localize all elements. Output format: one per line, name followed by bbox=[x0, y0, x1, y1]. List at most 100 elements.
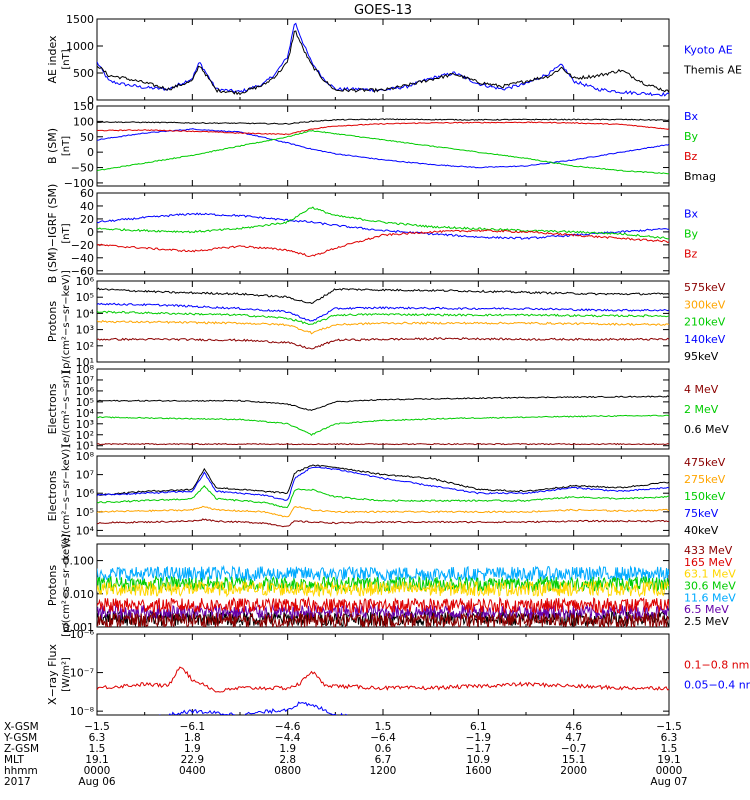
y-axis-label: Electrons bbox=[46, 383, 59, 434]
legend-entry: 2.5 MeV bbox=[684, 615, 729, 628]
legend-entry: By bbox=[684, 228, 699, 241]
legend-entry: Bx bbox=[684, 208, 699, 221]
x-row-value: 6.7 bbox=[375, 754, 392, 766]
y-tick-label: 0.001 bbox=[63, 621, 95, 634]
x-row-value: 2.8 bbox=[279, 754, 296, 766]
y-tick-label: 10³ bbox=[76, 324, 94, 337]
y-axis-units: [W/m²] bbox=[61, 657, 72, 692]
series-line bbox=[97, 206, 669, 240]
y-tick-label: −60 bbox=[71, 265, 94, 278]
legend-entry: 2 MeV bbox=[684, 403, 719, 416]
legend-entry: 275keV bbox=[684, 473, 726, 486]
panel-frame bbox=[96, 633, 670, 716]
y-tick-label: 0 bbox=[87, 94, 94, 107]
x-row-value: 2000 bbox=[560, 765, 587, 777]
y-tick-label: 20 bbox=[80, 213, 94, 226]
y-tick-label: 10² bbox=[76, 429, 94, 442]
y-tick-label: 10² bbox=[76, 340, 94, 353]
x-row-value: 1600 bbox=[465, 765, 492, 777]
series-line bbox=[97, 395, 669, 411]
x-row-value: 1.9 bbox=[184, 743, 201, 755]
series-line bbox=[97, 229, 669, 258]
y-tick-label: 10⁻⁶ bbox=[70, 628, 95, 641]
y-tick-label: 10⁷ bbox=[76, 469, 94, 482]
series-group bbox=[97, 464, 669, 528]
series-group bbox=[97, 564, 669, 627]
series-line bbox=[158, 701, 362, 715]
y-tick-label: 10⁶ bbox=[76, 487, 95, 500]
x-row-value: 1.9 bbox=[279, 743, 296, 755]
series-line bbox=[97, 414, 669, 437]
x-row-value: 0000 bbox=[84, 765, 111, 777]
legend-entry: Bx bbox=[684, 110, 699, 123]
x-row-value: 22.9 bbox=[181, 754, 204, 766]
y-tick-label: 1500 bbox=[66, 13, 94, 26]
y-axis-label: B (SM) bbox=[46, 128, 59, 164]
x-row-value: Aug 07 bbox=[650, 776, 687, 788]
panel-protons_mev: 0.001 0.010 0.100 Protons [p/(cm²−s−sr−keV)]… bbox=[46, 534, 736, 637]
x-row-value: −1.5 bbox=[84, 721, 110, 733]
series-line bbox=[97, 611, 669, 627]
y-tick-label: 10⁴ bbox=[76, 407, 95, 420]
x-row-value: 0.6 bbox=[375, 743, 392, 755]
legend-entry: Kyoto AE bbox=[684, 44, 733, 57]
x-row-value: Aug 06 bbox=[78, 776, 116, 788]
legend-entry: 4 MeV bbox=[684, 383, 719, 396]
x-row-label: X-GSM bbox=[4, 721, 39, 733]
y-axis-label: AE index bbox=[46, 35, 59, 84]
series-line bbox=[97, 118, 669, 125]
y-tick-label: 10⁵ bbox=[76, 396, 94, 409]
x-row-label: 2017 bbox=[4, 776, 31, 788]
series-line bbox=[97, 505, 669, 518]
legend-entry: 63.1 MeV bbox=[684, 568, 736, 581]
y-tick-label: 100 bbox=[73, 115, 94, 128]
y-tick-label: 0 bbox=[87, 146, 94, 159]
y-tick-label: 10⁴ bbox=[76, 307, 95, 320]
y-axis-units: [p/(cm²−s−sr−keV)] bbox=[61, 534, 72, 637]
series-line bbox=[97, 287, 669, 304]
x-row-value: 19.1 bbox=[85, 754, 108, 766]
y-axis-units: [e/(cm²−s−sr)] bbox=[61, 371, 72, 447]
y-tick-label: 500 bbox=[73, 67, 94, 80]
x-row-value: 1.8 bbox=[184, 732, 201, 744]
x-row-value: 1200 bbox=[370, 765, 397, 777]
legend-entry: 210keV bbox=[684, 316, 726, 329]
series-line bbox=[97, 603, 669, 621]
series-line bbox=[97, 464, 669, 496]
y-axis-label: Protons bbox=[46, 301, 59, 342]
x-row-label: Y-GSM bbox=[3, 732, 37, 744]
y-tick-label: 10¹ bbox=[76, 440, 94, 453]
series-group bbox=[97, 206, 669, 258]
legend-entry: 0.05−0.4 nm bbox=[684, 679, 750, 692]
legend-entry: 300keV bbox=[684, 298, 726, 311]
y-tick-label: −40 bbox=[71, 252, 94, 265]
x-axis-annotation: X-GSM −1.5 −6.1 −4.6 1.5 6.1 4.6 −1.5Y-GSM 6.3 1.… bbox=[3, 721, 688, 788]
legend-entry: 140keV bbox=[684, 333, 726, 346]
y-tick-label: 0.100 bbox=[63, 555, 95, 568]
x-row-value: 10.9 bbox=[467, 754, 490, 766]
series-line bbox=[97, 302, 669, 322]
series-line bbox=[97, 337, 669, 350]
panel-frame bbox=[96, 18, 670, 101]
x-row-value: 4.6 bbox=[565, 721, 582, 733]
series-line bbox=[97, 30, 669, 96]
panel-ae: 0 500 1000 1500 AE index [nT] Kyoto AE Themis A… bbox=[46, 13, 742, 107]
x-row-value: 1.5 bbox=[661, 743, 678, 755]
series-line bbox=[97, 442, 669, 446]
series-group bbox=[97, 22, 669, 97]
y-tick-label: 40 bbox=[80, 200, 94, 213]
panel-electrons_kev: 10⁴ 10⁵ 10⁶ 10⁷ 10⁸ Electrons [e/(cm²−s−sr−keV… bbox=[46, 445, 726, 548]
series-line bbox=[97, 121, 669, 136]
panel-protons_kev: 10¹ 10² 10³ 10⁴ 10⁵ 10⁶ Protons [p/(cm²−s−sr−ke… bbox=[46, 270, 726, 373]
series-line bbox=[97, 518, 669, 528]
series-line bbox=[97, 666, 669, 693]
series-group bbox=[97, 118, 669, 175]
x-row-value: 0000 bbox=[656, 765, 683, 777]
y-axis-label: X−ray Flux bbox=[46, 644, 59, 705]
x-row-value: −6.4 bbox=[370, 732, 396, 744]
series-line bbox=[97, 485, 669, 509]
series-group bbox=[97, 395, 669, 446]
legend-entry: 0.1−0.8 nm bbox=[684, 659, 749, 672]
